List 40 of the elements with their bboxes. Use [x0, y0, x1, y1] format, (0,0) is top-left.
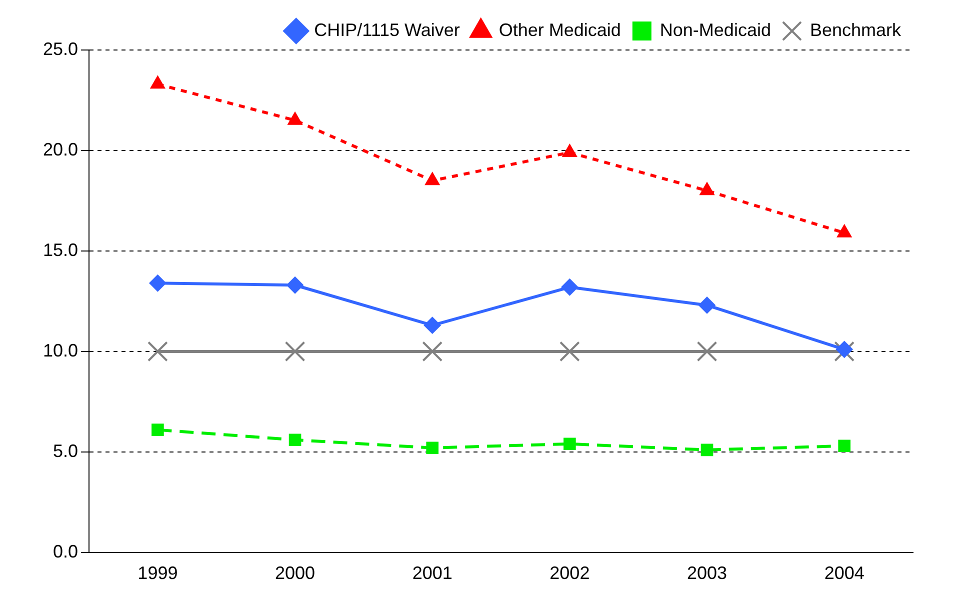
point: [284, 341, 306, 362]
point: [834, 341, 855, 362]
legend-label: Non-Medicaid: [660, 20, 771, 40]
point: [700, 444, 714, 456]
y-tick-label: 25.0: [42, 38, 78, 59]
legend-label: Benchmark: [810, 20, 902, 40]
y-tick-label: 0.0: [53, 541, 78, 562]
point: [286, 276, 304, 294]
x-tick-label: 2004: [824, 563, 864, 584]
y-tick-label: 15.0: [42, 240, 78, 260]
legend-label: CHIP/1115 Waiver: [314, 20, 460, 40]
point: [150, 76, 166, 89]
point: [559, 341, 580, 362]
y-tick-label: 10.0: [42, 340, 78, 360]
point: [152, 424, 164, 436]
point: [561, 278, 578, 296]
point: [149, 274, 166, 292]
point: [426, 442, 439, 454]
point: [422, 341, 443, 362]
point: [838, 440, 850, 452]
y-tick-label: 5.0: [53, 440, 78, 461]
x-tick-label: 2003: [686, 563, 728, 584]
x-tick-label: 2000: [275, 563, 316, 584]
legend-label: Other Medicaid: [498, 20, 621, 40]
point: [696, 341, 718, 362]
point: [836, 224, 852, 238]
point: [562, 144, 578, 157]
point: [288, 434, 302, 446]
point: [424, 172, 440, 186]
point: [288, 112, 302, 125]
x-tick-label: 1999: [138, 563, 178, 584]
point: [424, 316, 441, 334]
point: [564, 438, 576, 450]
point: [148, 341, 168, 362]
point: [698, 296, 716, 314]
point: [700, 182, 714, 196]
x-tick-label: 2001: [412, 563, 452, 584]
x-tick-label: 2002: [550, 563, 590, 584]
point: [836, 340, 853, 358]
y-tick-label: 20.0: [42, 139, 78, 160]
